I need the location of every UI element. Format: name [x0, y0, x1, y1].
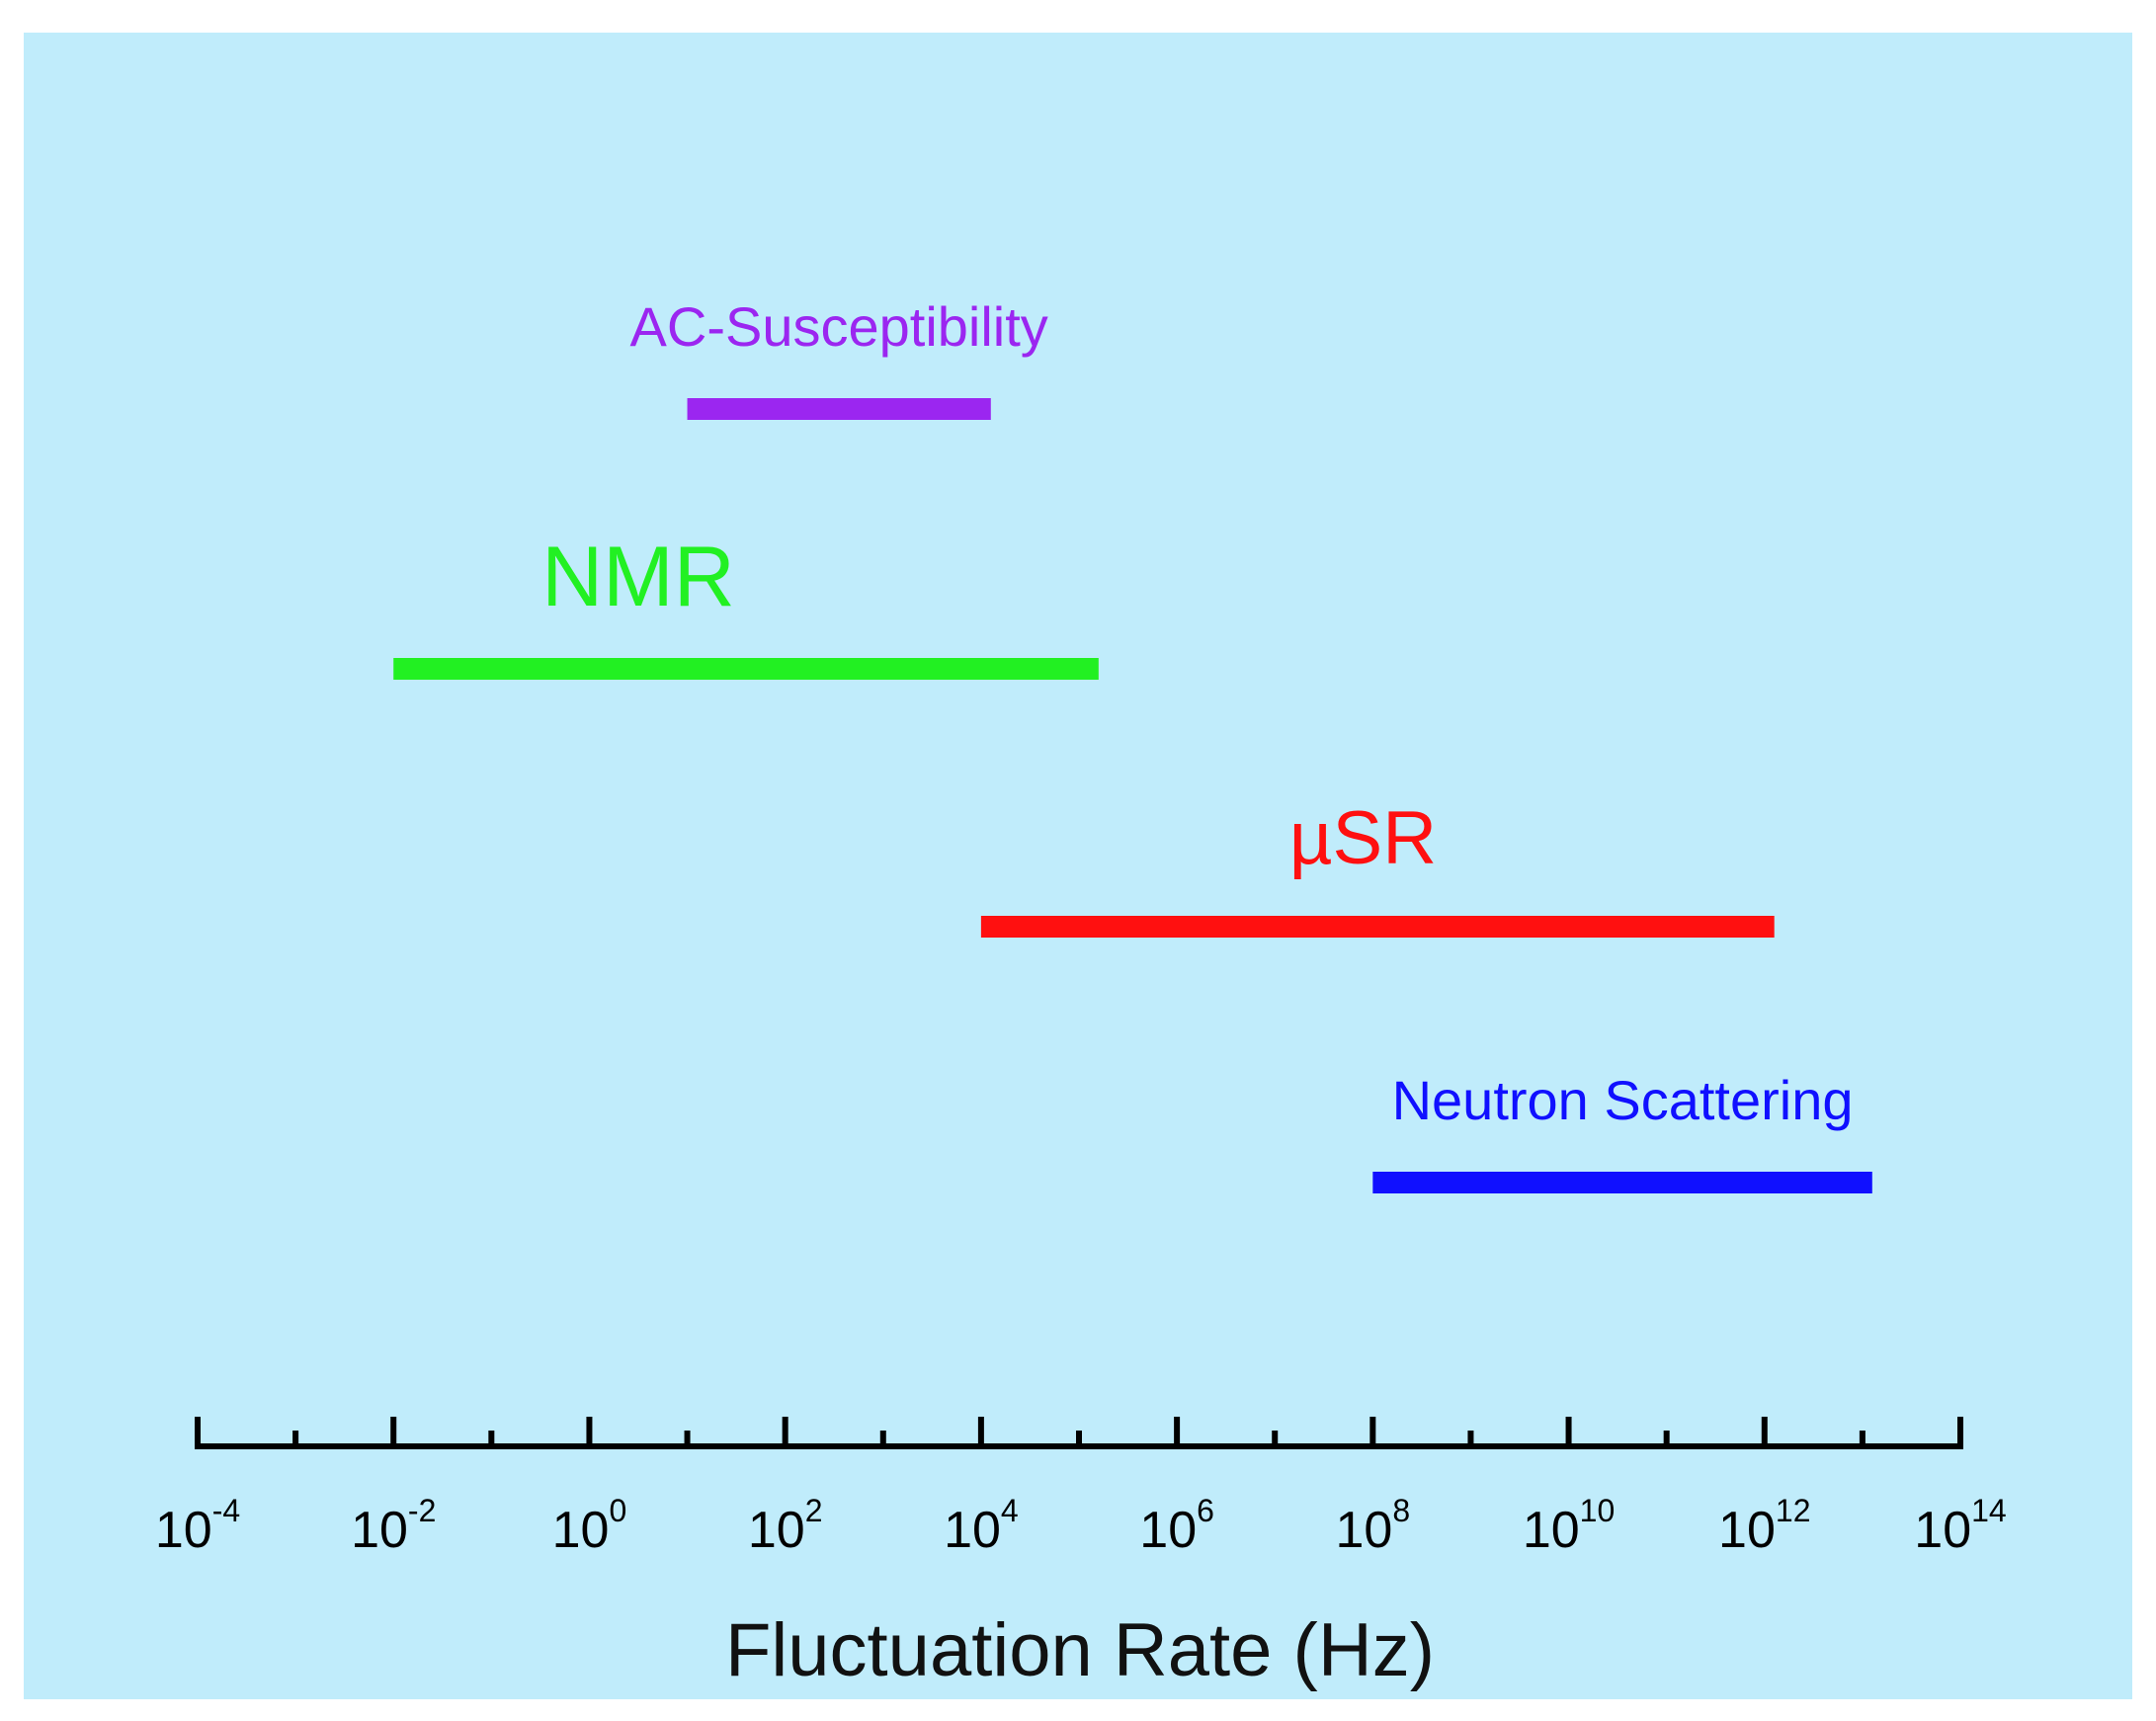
x-tick-label: 104 [944, 1493, 1019, 1559]
x-tick-label: 100 [552, 1493, 627, 1559]
x-axis: 10-4 10-2 100 102 104 106 108 1010 1012 1014 [155, 1417, 2007, 1559]
range-bar [393, 658, 1099, 680]
chart-background [24, 33, 2132, 1699]
x-tick-label: 10-2 [351, 1493, 436, 1559]
x-tick-label: 1012 [1718, 1493, 1810, 1559]
x-tick-label: 102 [748, 1493, 823, 1559]
range-bar [1372, 1172, 1872, 1193]
range-label: AC-Susceptibility [630, 295, 1048, 358]
range-label: Neutron Scattering [1392, 1069, 1854, 1131]
range-bar [980, 916, 1775, 938]
range-label: µSR [1289, 796, 1437, 880]
range-bar [687, 398, 991, 420]
x-axis-title: Fluctuation Rate (Hz) [725, 1608, 1435, 1692]
x-tick-label: 106 [1139, 1493, 1214, 1559]
range-label: NMR [541, 530, 735, 624]
range-bars: AC-Susceptibility NMR µSR Neutron Scatterin… [393, 295, 1872, 1193]
x-tick-label: 1014 [1914, 1493, 2006, 1559]
x-tick-label: 108 [1336, 1493, 1411, 1559]
x-tick-label: 10-4 [155, 1493, 240, 1559]
x-tick-label: 1010 [1523, 1493, 1615, 1559]
